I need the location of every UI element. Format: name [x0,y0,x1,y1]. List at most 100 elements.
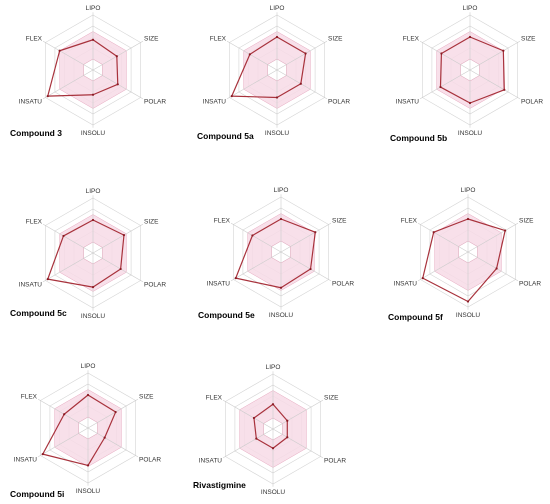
axis-spoke [280,251,332,282]
data-point [58,49,61,52]
data-point [271,447,275,450]
axis-label-flex: FLEX [401,218,418,225]
axis-label-insatu: INSATU [396,99,420,106]
axis-spoke [276,69,328,100]
data-point [41,453,44,456]
axis-spoke [226,69,278,100]
data-point [248,53,251,56]
axis-label-flex: FLEX [214,218,231,225]
data-point [91,218,95,222]
axis-label-insolu: INSOLU [456,312,481,319]
axis-label-size: SIZE [521,36,536,43]
data-point [103,436,106,439]
data-point [115,55,118,58]
axis-label-size: SIZE [332,218,347,225]
data-point [91,38,95,41]
data-point [46,278,49,281]
data-point [286,419,289,422]
axis-label-lipo: LIPO [270,5,285,12]
axis-label-insatu: INSATU [203,99,227,106]
data-point [275,35,279,39]
axis-spoke [42,40,94,71]
data-point [440,52,443,55]
chart-title: Compound 5i [10,489,64,499]
data-point [46,95,49,98]
radar-panel: LIPO SIZE POLAR INSOLU INSATU FLEX Compound 5c [10,188,166,320]
axis-spoke [42,69,94,100]
axis-label-flex: FLEX [21,394,38,401]
radar-panel: LIPO SIZE POLAR INSOLU INSATU FLEX Rivastigmin… [193,364,346,496]
data-point [119,267,122,271]
data-point [299,82,302,85]
axis-label-polar: POLAR [324,458,346,465]
data-point [63,413,66,416]
axis-label-size: SIZE [139,394,154,401]
data-point [91,286,95,289]
axis-label-size: SIZE [519,218,534,225]
data-point [502,49,505,52]
axis-label-lipo: LIPO [81,363,96,370]
radar-panel: LIPO SIZE POLAR INSOLU INSATU FLEX Compound 5b [390,5,543,143]
data-point [466,217,470,221]
data-point [116,83,119,86]
axis-spoke [280,222,332,253]
axis-spoke [272,399,324,430]
radar-panel: LIPO SIZE POLAR INSOLU INSATU FLEX Compound 5a [197,5,350,141]
axis-spoke [272,428,324,459]
axis-spoke [469,69,521,100]
chart-title: Compound 5f [388,312,443,322]
axis-spoke [467,251,519,282]
radar-panel: LIPO SIZE POLAR INSOLU INSATU FLEX Compound 5i [10,363,161,499]
axis-label-polar: POLAR [332,281,354,288]
data-point [234,277,237,280]
axis-spoke [87,398,139,429]
axis-spoke [417,251,469,282]
axis-label-insolu: INSOLU [458,130,483,137]
axis-label-insatu: INSATU [207,281,231,288]
data-point [86,464,90,467]
axis-spoke [222,428,274,459]
axis-label-lipo: LIPO [86,5,101,12]
data-point [432,231,435,234]
axis-label-lipo: LIPO [461,187,476,194]
axis-label-lipo: LIPO [86,188,101,195]
chart-title: Rivastigmine [193,480,246,490]
data-point [314,231,317,234]
axis-spoke [417,222,469,253]
chart-title: Compound 5c [10,308,67,318]
axis-label-polar: POLAR [519,281,541,288]
data-point [279,217,283,221]
data-point [275,96,279,99]
axis-label-lipo: LIPO [463,5,478,12]
radar-panel: LIPO SIZE POLAR INSOLU INSATU FLEX Compound 5e [198,187,354,320]
chart-title: Compound 5e [198,310,255,320]
data-point [421,277,424,280]
data-point [286,436,289,439]
axis-spoke [37,427,89,458]
axis-spoke [42,252,94,283]
axis-spoke [469,40,521,71]
radar-panel: LIPO SIZE POLAR INSOLU INSATU FLEX Compound 5f [388,187,541,322]
axis-label-insolu: INSOLU [81,130,106,137]
data-point [114,410,117,414]
data-point [504,229,507,232]
data-point [439,85,442,89]
data-point [91,93,95,96]
data-point [466,300,470,303]
axis-label-lipo: LIPO [266,364,281,371]
axis-label-insatu: INSATU [19,282,43,289]
axis-spoke [230,251,282,282]
data-point [468,35,472,39]
axis-spoke [37,398,89,429]
axis-label-flex: FLEX [403,36,420,43]
data-point [122,234,126,237]
data-point [252,416,256,420]
axis-label-insolu: INSOLU [269,312,294,319]
radar-panel: LIPO SIZE POLAR INSOLU INSATU FLEX Compound 3 [10,5,166,138]
axis-spoke [87,427,139,458]
data-point [468,101,472,105]
axis-spoke [42,223,94,254]
axis-label-polar: POLAR [521,99,543,106]
data-point [86,393,90,397]
